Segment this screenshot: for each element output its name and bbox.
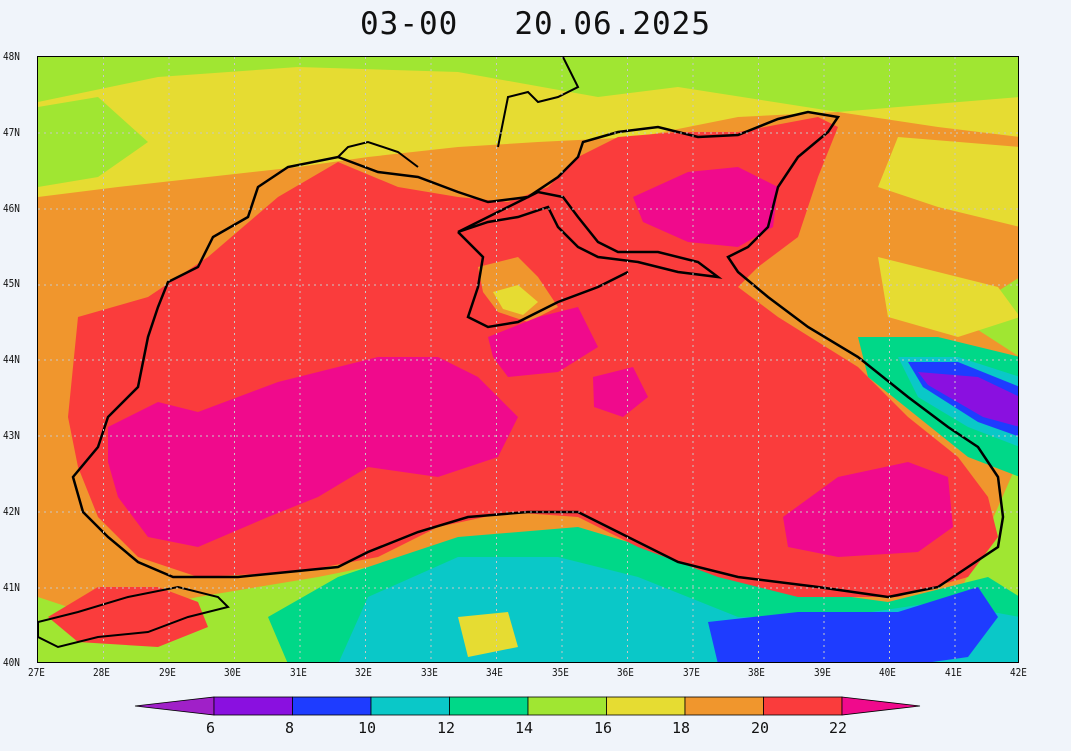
colorbar-extend-low <box>134 696 215 716</box>
lat-label: 43N <box>3 429 20 442</box>
coastline-crimea-south <box>457 231 629 329</box>
lon-label: 42E <box>1010 666 1027 679</box>
colorbar-segment <box>370 696 450 716</box>
graticule <box>38 57 1018 662</box>
lon-label: 32E <box>355 666 372 679</box>
colorbar-label: 14 <box>515 719 534 737</box>
colorbar-label: 12 <box>437 719 456 737</box>
colorbar-segment <box>292 696 372 716</box>
field-s-blue <box>708 587 998 662</box>
colorbar-segments <box>134 696 921 716</box>
map-title: 03-00 20.06.2025 <box>0 6 1071 42</box>
field-north-green <box>38 57 1018 112</box>
lat-label: 41N <box>3 581 20 594</box>
coastline-ukraine <box>337 57 580 168</box>
sst-map <box>37 56 1019 663</box>
field-e-purple <box>918 372 1018 427</box>
field-ne-yellow <box>878 137 1018 227</box>
lon-label: 28E <box>93 666 110 679</box>
colorbar-segment <box>763 696 843 716</box>
title-date: 20.06.2025 <box>514 6 711 42</box>
colorbar <box>134 696 921 716</box>
field-e-yellow <box>878 257 1018 337</box>
colorbar-label: 10 <box>358 719 377 737</box>
colorbar-label: 16 <box>594 719 613 737</box>
colorbar-label: 20 <box>751 719 770 737</box>
field-center-magenta-2 <box>593 367 648 417</box>
field-crimea-yellow <box>493 285 538 315</box>
coastline-black-sea <box>71 110 1005 599</box>
colorbar-label: 22 <box>829 719 848 737</box>
title-time: 03-00 <box>360 6 459 42</box>
lon-label: 27E <box>28 666 45 679</box>
field-west-magenta <box>108 357 518 547</box>
lat-label: 42N <box>3 505 20 518</box>
colorbar-segment <box>449 696 529 716</box>
lon-label: 40E <box>879 666 896 679</box>
lon-label: 41E <box>945 666 962 679</box>
lon-label: 35E <box>552 666 569 679</box>
lon-label: 38E <box>748 666 765 679</box>
colorbar-label: 6 <box>206 719 216 737</box>
coastline-crimea-north <box>457 190 723 279</box>
field-azov-magenta <box>633 167 778 247</box>
colorbar-extend-high <box>841 696 921 716</box>
lon-label: 39E <box>814 666 831 679</box>
lat-label: 47N <box>3 126 20 139</box>
field-center-magenta <box>488 307 598 377</box>
field-nw-green <box>38 97 148 187</box>
lat-label: 48N <box>3 50 20 63</box>
lon-label: 29E <box>159 666 176 679</box>
field-s-yellow <box>458 612 518 657</box>
lat-label: 45N <box>3 277 20 290</box>
colorbar-segment <box>527 696 607 716</box>
field-marmara <box>48 587 208 647</box>
lon-label: 30E <box>224 666 241 679</box>
sst-map-svg <box>38 57 1018 662</box>
colorbar-label: 18 <box>672 719 691 737</box>
colorbar-segment <box>606 696 686 716</box>
lon-label: 33E <box>421 666 438 679</box>
field-east-magenta <box>783 462 953 557</box>
colorbar-segment <box>213 696 293 716</box>
lon-label: 36E <box>617 666 634 679</box>
lon-label: 37E <box>683 666 700 679</box>
coastline-marmara <box>38 585 230 649</box>
lon-label: 31E <box>290 666 307 679</box>
lat-label: 44N <box>3 353 20 366</box>
lat-label: 40N <box>3 656 20 669</box>
lon-label: 34E <box>486 666 503 679</box>
colorbar-label: 8 <box>285 719 295 737</box>
colorbar-segment <box>684 696 764 716</box>
lat-label: 46N <box>3 202 20 215</box>
